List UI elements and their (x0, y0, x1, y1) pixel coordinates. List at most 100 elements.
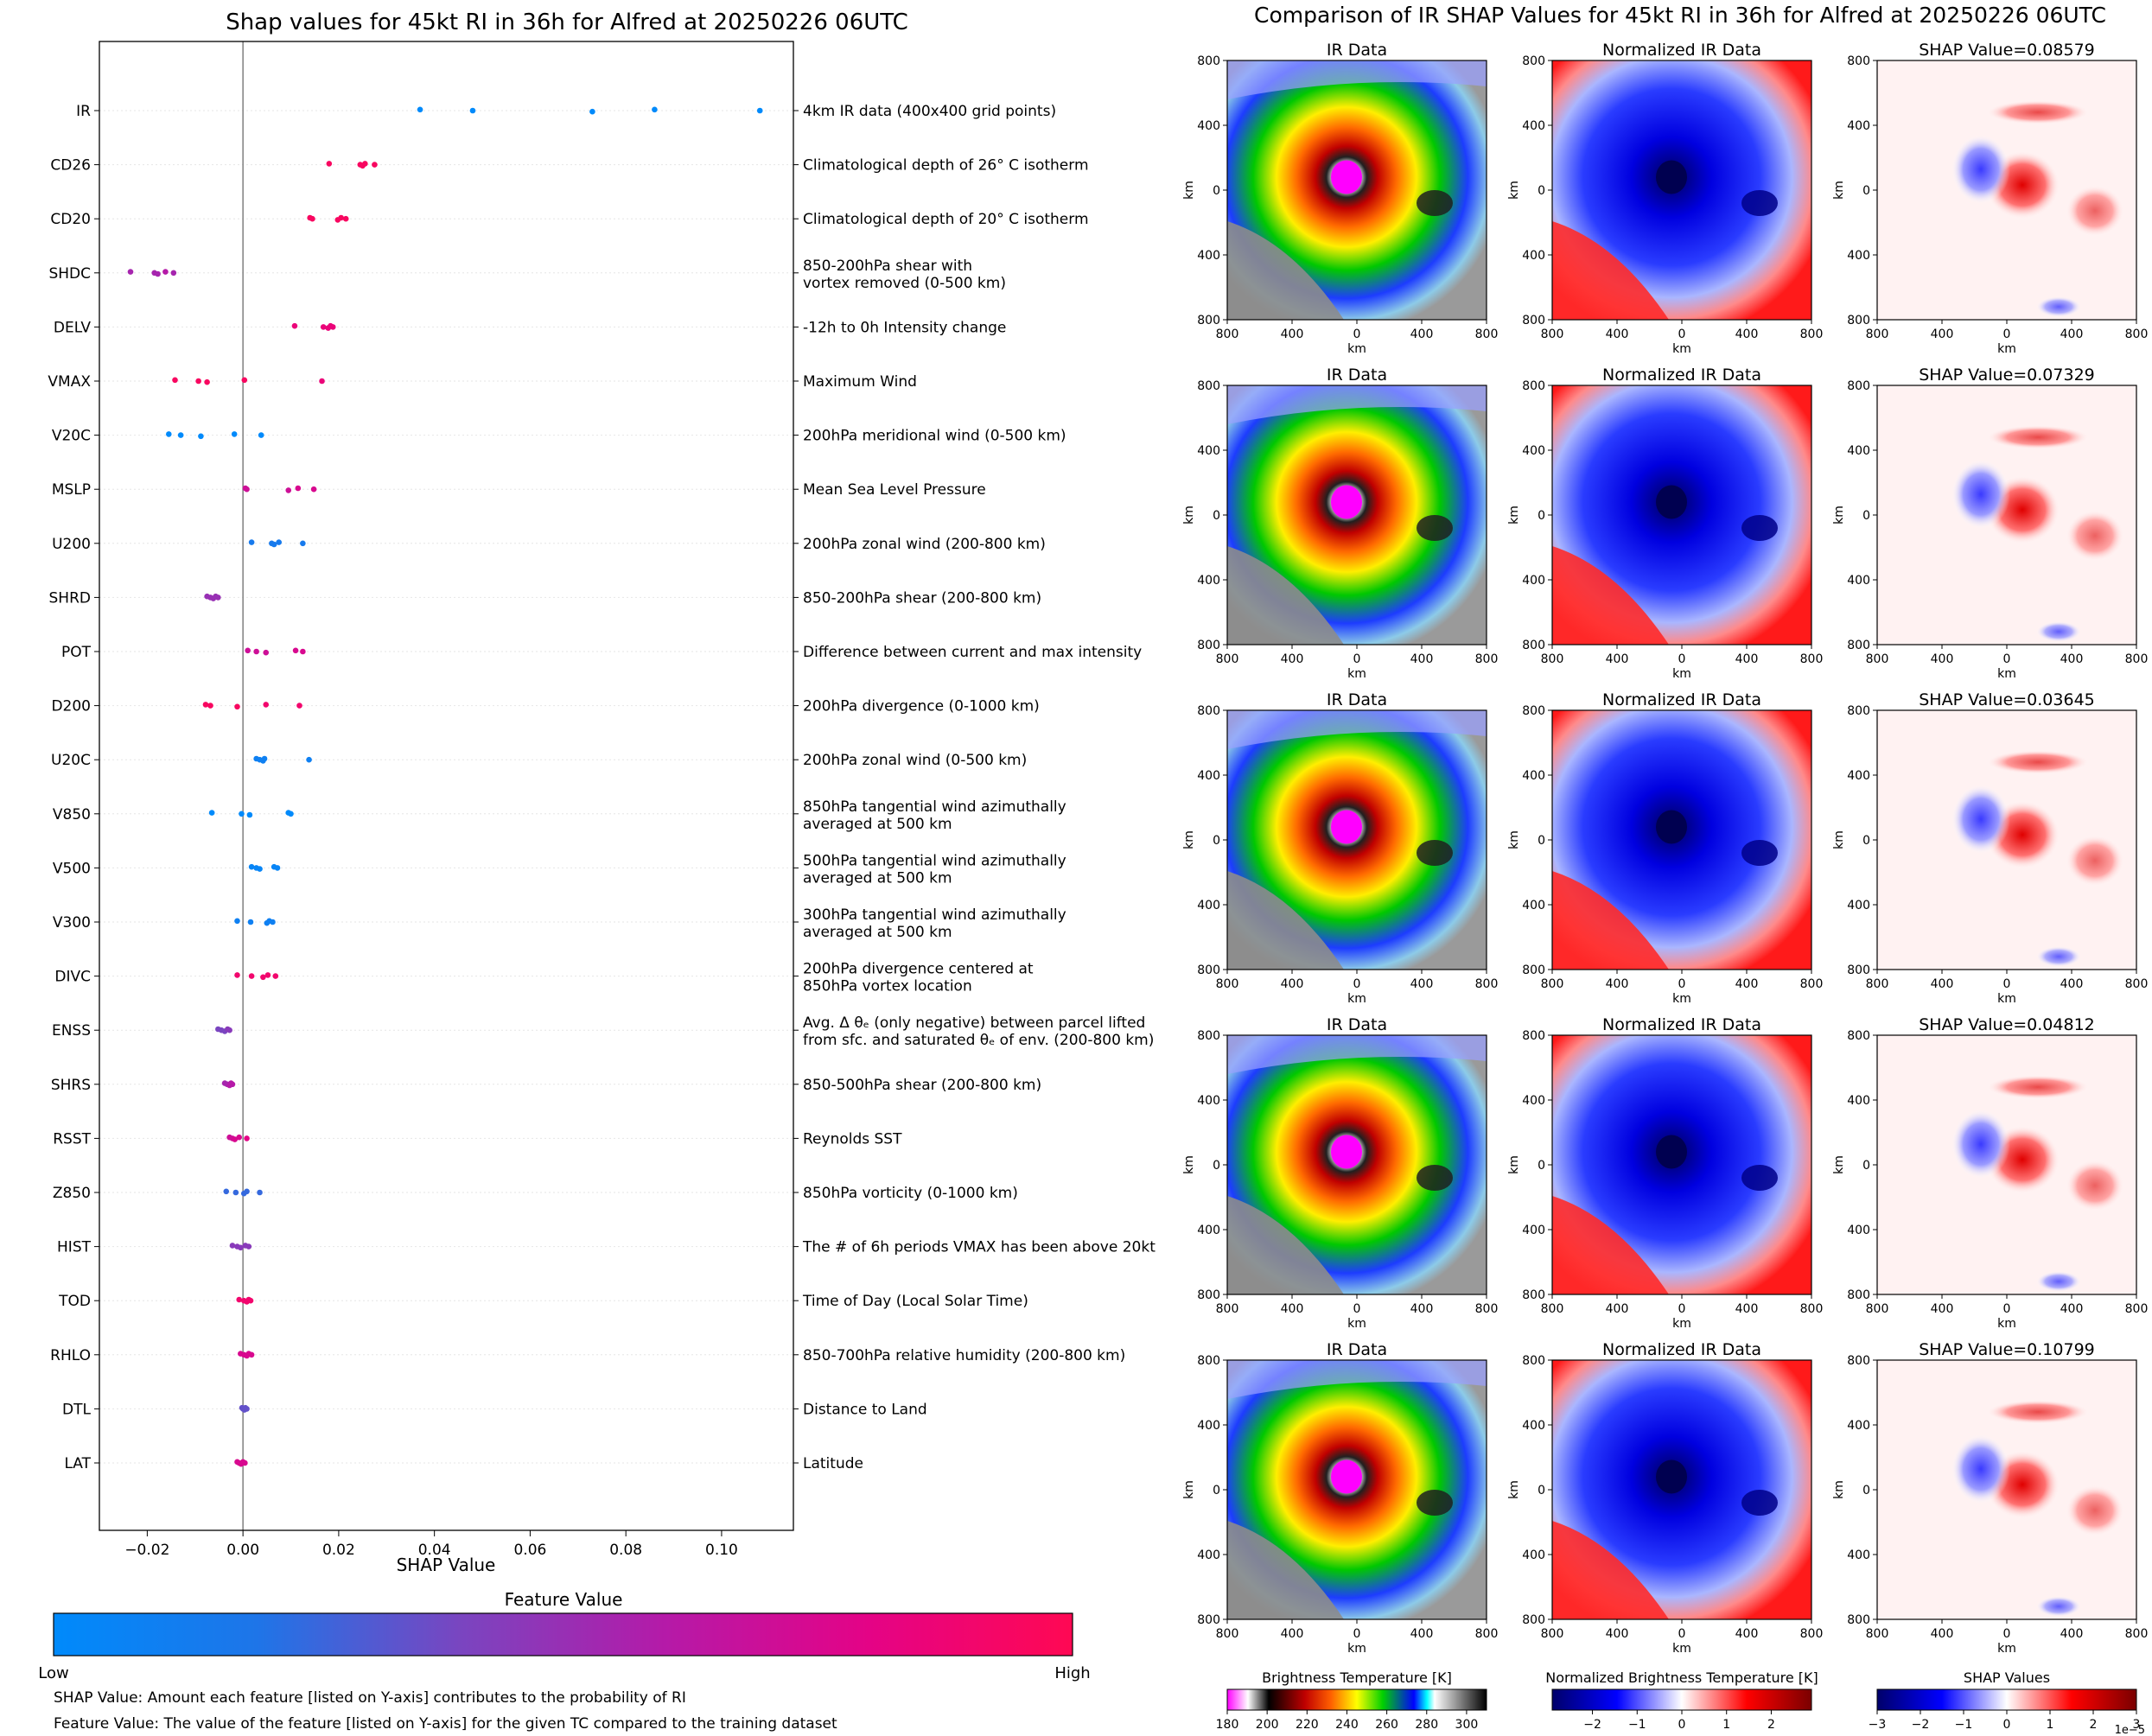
ir-panel: Normalized IR Data8008004004000040040080… (1507, 690, 1823, 1006)
y-tick-label: 800 (1197, 1354, 1220, 1368)
shap-point (292, 647, 299, 654)
y-tick-label: 400 (1197, 1224, 1220, 1237)
shap-point (245, 647, 251, 654)
ir-comparison-figure: Comparison of IR SHAP Values for 45kt RI… (1182, 3, 2148, 1736)
y-axis-label: km (1182, 506, 1196, 525)
y-tick-label: 400 (1522, 899, 1545, 913)
upper-cloud-band (1227, 385, 1487, 424)
ir-panel: SHAP Value=0.107998008004004000040040080… (1832, 1340, 2148, 1656)
x-tick-label: 400 (1410, 977, 1434, 991)
y-tick-label: 400 (1197, 249, 1220, 263)
y-axis-label: km (1182, 830, 1196, 849)
feature-description: averaged at 500 km (803, 869, 952, 887)
feature-description: Maximum Wind (803, 373, 917, 391)
feature-name: LAT (64, 1455, 91, 1472)
feature-name: U200 (52, 536, 91, 553)
shap-negative-region (1951, 1110, 2010, 1179)
feature-names: IR CD26 CD20 SHDC DELV VMAX V20C MSLP U200 SHRD PO… (48, 103, 99, 1472)
y-tick-label: 0 (1213, 834, 1220, 848)
colorbar-tick-label: −3 (1869, 1718, 1887, 1732)
ir-panel: SHAP Value=0.048128008004004000040040080… (1832, 1015, 2148, 1331)
y-tick-label: 400 (1197, 444, 1220, 458)
y-tick-label: 400 (1847, 444, 1870, 458)
y-tick-label: 800 (1197, 314, 1220, 327)
shap-point (166, 431, 172, 437)
feature-name: SHRD (49, 589, 91, 607)
x-tick-label: 0.04 (418, 1542, 451, 1559)
colorbar-tick-label: 0 (2003, 1718, 2011, 1732)
ir-data-title: IR Data (1327, 41, 1387, 60)
y-tick-label: 800 (1847, 639, 1870, 652)
shap-negative-region (1951, 1434, 2010, 1504)
shap-value-title: SHAP Value=0.08579 (1919, 41, 2095, 60)
shap-point (236, 1296, 243, 1303)
y-axis-label: km (1832, 1480, 1846, 1499)
colorbar-title: Feature Value (505, 1589, 623, 1610)
feature-description: 300hPa tangential wind azimuthally (803, 906, 1066, 924)
colorbar: Normalized Brightness Temperature [K] −2 −… (1545, 1669, 1818, 1732)
x-tick-label: 800 (2125, 327, 2149, 341)
x-tick-label: 400 (1606, 1627, 1629, 1641)
feature-description: 200hPa zonal wind (200-800 km) (803, 536, 1046, 553)
x-tick-label: 400 (1281, 327, 1304, 341)
land-region (1552, 1521, 1669, 1619)
x-axis-label: km (1997, 342, 2016, 356)
upper-cloud-band (1227, 710, 1487, 749)
x-tick-label: 0 (1353, 1302, 1361, 1316)
x-tick-label: 0 (2003, 1302, 2011, 1316)
storm-eye (1656, 1135, 1687, 1169)
shap-point (296, 703, 302, 709)
colorbar-bar (1876, 1688, 2137, 1711)
x-axis-label: km (1672, 992, 1691, 1006)
y-tick-label: 0 (1538, 509, 1545, 523)
colorbar-label: Normalized Brightness Temperature [K] (1545, 1669, 1818, 1686)
shap-positive-region (2066, 835, 2124, 887)
x-tick-label: 0 (1353, 652, 1361, 666)
feature-name: RSST (53, 1130, 91, 1148)
y-tick-label: 800 (1197, 379, 1220, 393)
shap-positive-region (2066, 1160, 2124, 1211)
y-tick-label: 0 (1213, 184, 1220, 198)
y-tick-label: 800 (1847, 704, 1870, 718)
storm-eye (1331, 485, 1362, 519)
shap-point (229, 1081, 236, 1088)
y-tick-label: 400 (1197, 574, 1220, 588)
x-tick-label: 800 (1866, 1627, 1889, 1641)
storm-eye (1656, 160, 1687, 194)
shap-point (248, 973, 255, 979)
x-tick-label: 400 (1606, 1302, 1629, 1316)
shap-point (231, 431, 238, 437)
y-tick-label: 800 (1847, 54, 1870, 68)
shap-point (204, 378, 210, 385)
y-tick-label: 400 (1847, 769, 1870, 783)
feature-name: V500 (53, 860, 91, 877)
feature-name: VMAX (48, 373, 91, 391)
y-tick-label: 800 (1847, 1354, 1870, 1368)
normalized-ir-title: Normalized IR Data (1602, 1340, 1761, 1359)
shap-point (295, 485, 302, 492)
shap-value-title: SHAP Value=0.03645 (1919, 690, 2095, 709)
land-region (1227, 221, 1344, 320)
x-tick-label: 800 (1800, 1302, 1824, 1316)
y-tick-label: 800 (1522, 1288, 1545, 1302)
feature-name: DTL (62, 1401, 91, 1418)
x-tick-label: 0 (2003, 652, 2011, 666)
shap-point (263, 649, 270, 656)
shap-point (195, 378, 201, 385)
colorbar-tick-label: 260 (1375, 1718, 1398, 1732)
x-tick-label: 800 (1541, 327, 1564, 341)
shap-point (362, 161, 368, 167)
normalized-ir-title: Normalized IR Data (1602, 690, 1761, 709)
y-axis-label: km (1832, 830, 1846, 849)
x-tick-label: 800 (1866, 977, 1889, 991)
ir-panel: Normalized IR Data8008004004000040040080… (1507, 1340, 1823, 1656)
ir-panel: Normalized IR Data8008004004000040040080… (1507, 41, 1823, 356)
x-tick-label: 800 (1866, 327, 1889, 341)
shap-point (234, 703, 240, 710)
shap-positive-region (2066, 185, 2124, 237)
x-tick-label: 800 (1866, 652, 1889, 666)
y-tick-label: 800 (1197, 963, 1220, 977)
